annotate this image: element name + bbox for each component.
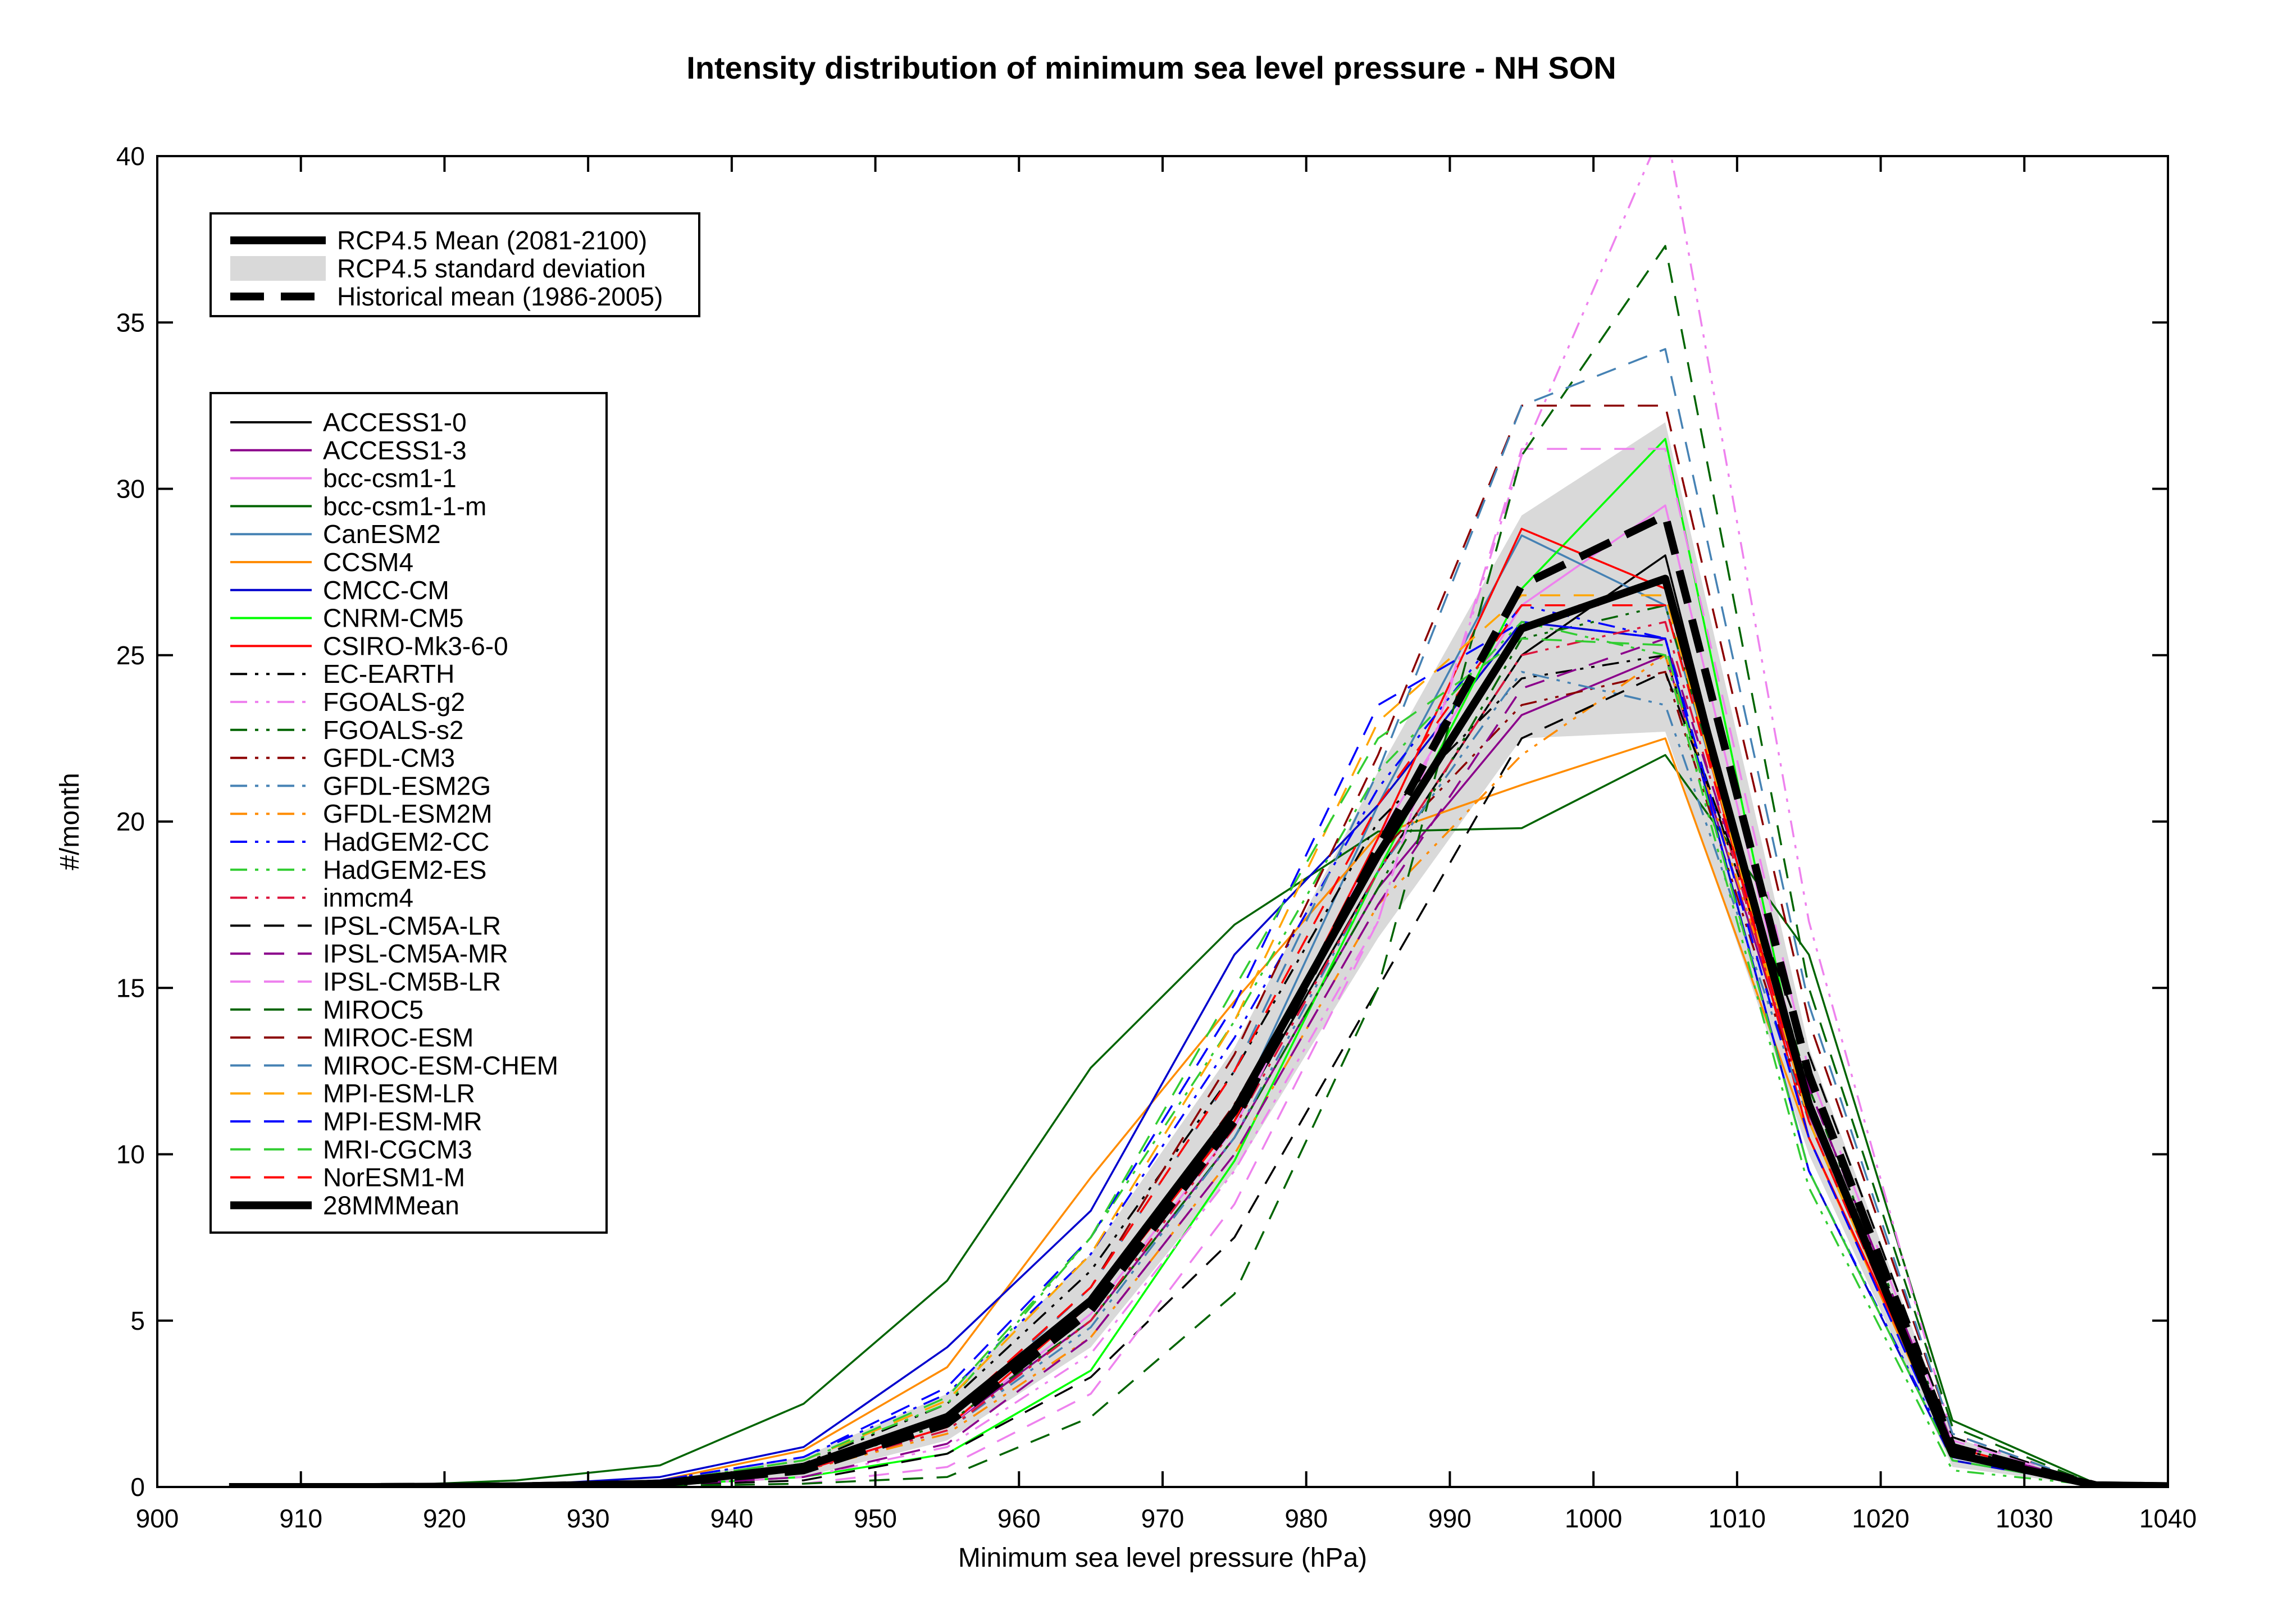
legend-model-label-18: IPSL-CM5A-LR bbox=[323, 911, 501, 940]
x-tick-label-11: 1010 bbox=[1709, 1504, 1766, 1533]
x-tick-label-10: 1000 bbox=[1565, 1504, 1622, 1533]
legend-model-label-16: HadGEM2-ES bbox=[323, 855, 486, 884]
legend-model-label-20: IPSL-CM5B-LR bbox=[323, 967, 501, 996]
series-line-18 bbox=[229, 670, 2168, 1487]
y-tick-label-2: 10 bbox=[116, 1140, 145, 1169]
chart-title: Intensity distribution of minimum sea le… bbox=[686, 50, 1616, 85]
legend-model-label-14: GFDL-ESM2M bbox=[323, 799, 493, 828]
std-band bbox=[229, 422, 2168, 1487]
series-line-25 bbox=[229, 621, 2168, 1487]
legend-model-label-21: MIROC5 bbox=[323, 995, 423, 1024]
legend-model-label-2: bcc-csm1-1 bbox=[323, 464, 457, 493]
legend-model-label-13: GFDL-ESM2G bbox=[323, 771, 491, 800]
legend-model-label-24: MPI-ESM-LR bbox=[323, 1079, 475, 1108]
x-tick-label-5: 950 bbox=[854, 1504, 897, 1533]
std-band-layer bbox=[229, 422, 2168, 1487]
x-tick-label-14: 1040 bbox=[2139, 1504, 2197, 1533]
legend-model-label-6: CMCC-CM bbox=[323, 576, 449, 605]
x-tick-label-12: 1020 bbox=[1852, 1504, 1909, 1533]
series-line-3 bbox=[229, 754, 2168, 1487]
y-tick-label-3: 15 bbox=[116, 973, 145, 1002]
legend-model-label-10: FGOALS-g2 bbox=[323, 687, 465, 717]
legend-model-label-5: CCSM4 bbox=[323, 548, 413, 577]
legend-model-label-7: CNRM-CM5 bbox=[323, 604, 463, 633]
series-line-27 bbox=[229, 604, 2168, 1487]
legend-model-label-4: CanESM2 bbox=[323, 519, 441, 549]
x-tick-label-9: 990 bbox=[1428, 1504, 1472, 1533]
legend-model-label-17: inmcm4 bbox=[323, 883, 413, 913]
legend-model-label-15: HadGEM2-CC bbox=[323, 827, 490, 856]
legend-models: ACCESS1-0ACCESS1-3bcc-csm1-1bcc-csm1-1-m… bbox=[209, 392, 608, 1234]
legend-model-label-26: MRI-CGCM3 bbox=[323, 1135, 472, 1164]
x-tick-label-2: 920 bbox=[423, 1504, 466, 1533]
y-tick-label-4: 20 bbox=[116, 807, 145, 836]
legend-model-label-19: IPSL-CM5A-MR bbox=[323, 939, 508, 968]
series-line-22 bbox=[229, 404, 2168, 1487]
legend-model-label-22: MIROC-ESM bbox=[323, 1023, 473, 1052]
x-tick-label-0: 900 bbox=[136, 1504, 179, 1533]
series-line-21 bbox=[229, 245, 2168, 1487]
legend-model-label-11: FGOALS-s2 bbox=[323, 715, 464, 745]
series-line-26 bbox=[229, 637, 2168, 1487]
mean-layer bbox=[229, 511, 2168, 1487]
legend-model-label-0: ACCESS1-0 bbox=[323, 408, 467, 437]
x-tick-label-7: 970 bbox=[1141, 1504, 1185, 1533]
y-axis: 0 5 10 15 20 25 30 35 40 bbox=[116, 142, 2168, 1502]
x-tick-label-4: 940 bbox=[710, 1504, 753, 1533]
x-axis: 900 910 920 930 940 950 960 970 980 990 1000 1010 10… bbox=[136, 156, 2197, 1533]
x-axis-label: Minimum sea level pressure (hPa) bbox=[958, 1543, 1367, 1573]
y-tick-label-1: 5 bbox=[130, 1306, 145, 1335]
legend-swatch-1 bbox=[230, 256, 326, 281]
y-tick-label-7: 35 bbox=[116, 308, 145, 337]
legend-model-label-9: EC-EARTH bbox=[323, 659, 454, 688]
legend-summary: RCP4.5 Mean (2081-2100)RCP4.5 standard d… bbox=[209, 212, 700, 317]
y-tick-label-5: 25 bbox=[116, 641, 145, 670]
y-axis-label: #/month bbox=[55, 773, 85, 870]
legend-model-label-12: GFDL-CM3 bbox=[323, 743, 455, 773]
y-tick-label-0: 0 bbox=[130, 1472, 145, 1502]
legend-label-0: RCP4.5 Mean (2081-2100) bbox=[337, 226, 647, 255]
x-tick-label-8: 980 bbox=[1284, 1504, 1328, 1533]
legend-model-label-28: 28MMMean bbox=[323, 1190, 459, 1220]
legend-model-label-23: MIROC-ESM-CHEM bbox=[323, 1051, 558, 1080]
legend-model-label-8: CSIRO-Mk3-6-0 bbox=[323, 631, 508, 660]
legend-label-1: RCP4.5 standard deviation bbox=[337, 254, 646, 283]
x-tick-label-6: 960 bbox=[997, 1504, 1041, 1533]
historical-mean-line bbox=[229, 511, 2168, 1487]
y-tick-label-8: 40 bbox=[116, 142, 145, 171]
x-tick-label-1: 910 bbox=[279, 1504, 322, 1533]
y-tick-label-6: 30 bbox=[116, 475, 145, 504]
legend-model-label-27: NorESM1-M bbox=[323, 1163, 465, 1192]
legend-label-2: Historical mean (1986-2005) bbox=[337, 282, 663, 311]
legend-model-label-25: MPI-ESM-MR bbox=[323, 1107, 482, 1136]
x-tick-label-13: 1030 bbox=[1996, 1504, 2053, 1533]
legend-model-label-1: ACCESS1-3 bbox=[323, 436, 467, 465]
x-tick-label-3: 930 bbox=[567, 1504, 610, 1533]
legend-model-label-3: bcc-csm1-1-m bbox=[323, 491, 486, 521]
